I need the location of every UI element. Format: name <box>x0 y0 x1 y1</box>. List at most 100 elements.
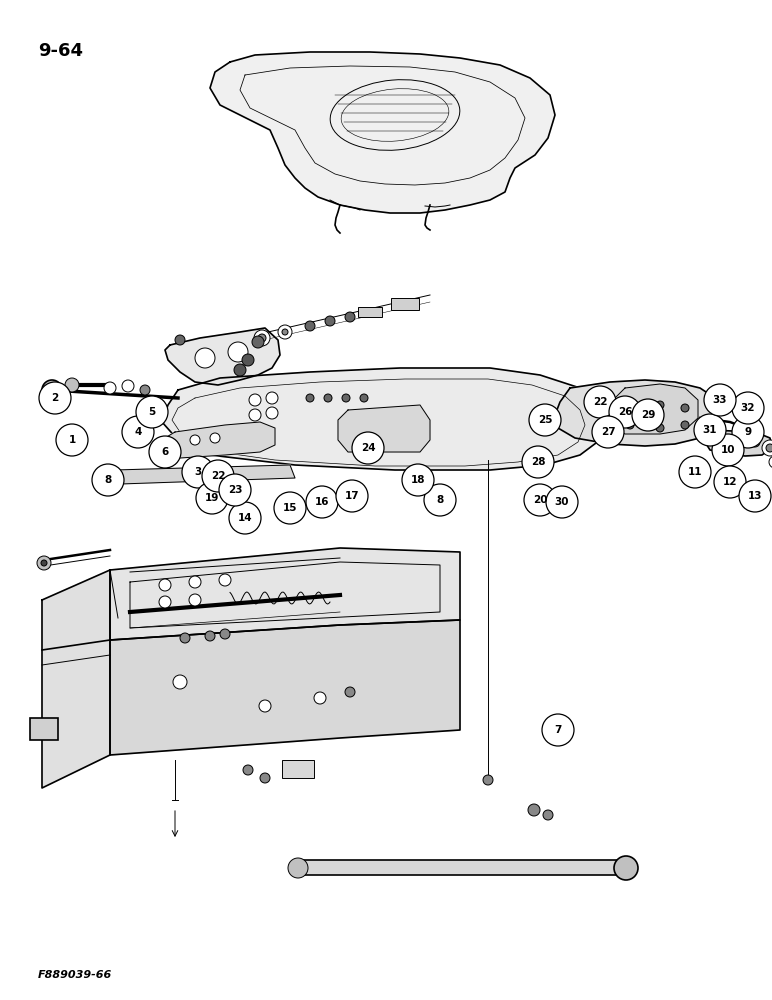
Text: 8: 8 <box>436 495 444 505</box>
Circle shape <box>182 456 214 488</box>
Circle shape <box>252 336 264 348</box>
Circle shape <box>195 348 215 368</box>
Text: 23: 23 <box>228 485 242 495</box>
Text: 13: 13 <box>748 491 762 501</box>
Text: 9-64: 9-64 <box>38 42 83 60</box>
Bar <box>282 760 314 778</box>
Polygon shape <box>605 384 698 434</box>
Polygon shape <box>705 430 772 456</box>
Circle shape <box>325 316 335 326</box>
Text: 18: 18 <box>411 475 425 485</box>
Circle shape <box>529 404 561 436</box>
Text: 26: 26 <box>618 407 632 417</box>
Circle shape <box>739 480 771 512</box>
Polygon shape <box>338 405 430 452</box>
Circle shape <box>656 424 664 432</box>
Circle shape <box>266 392 278 404</box>
Circle shape <box>122 416 154 448</box>
Circle shape <box>249 394 261 406</box>
Circle shape <box>306 394 314 402</box>
Polygon shape <box>110 548 460 640</box>
Text: 5: 5 <box>148 407 156 417</box>
Circle shape <box>242 354 254 366</box>
Polygon shape <box>162 368 608 470</box>
Circle shape <box>266 407 278 419</box>
Bar <box>30 718 58 740</box>
Text: 20: 20 <box>533 495 547 505</box>
Text: 6: 6 <box>161 447 168 457</box>
Circle shape <box>149 436 181 468</box>
Circle shape <box>762 440 772 456</box>
Circle shape <box>259 700 271 712</box>
Circle shape <box>220 629 230 639</box>
Circle shape <box>65 378 79 392</box>
Circle shape <box>314 692 326 704</box>
Circle shape <box>626 421 634 429</box>
Circle shape <box>229 502 261 534</box>
Circle shape <box>679 456 711 488</box>
Circle shape <box>543 810 553 820</box>
Circle shape <box>632 399 664 431</box>
Circle shape <box>306 486 338 518</box>
Polygon shape <box>42 570 110 788</box>
Circle shape <box>681 404 689 412</box>
Bar <box>358 307 382 317</box>
Circle shape <box>39 382 71 414</box>
Circle shape <box>37 556 51 570</box>
Text: 17: 17 <box>344 491 359 501</box>
Text: 22: 22 <box>211 471 225 481</box>
Text: 19: 19 <box>205 493 219 503</box>
Circle shape <box>274 492 306 524</box>
Circle shape <box>360 394 368 402</box>
Circle shape <box>714 466 746 498</box>
Circle shape <box>173 675 187 689</box>
Circle shape <box>345 687 355 697</box>
Circle shape <box>342 394 350 402</box>
Polygon shape <box>555 380 720 446</box>
Circle shape <box>180 633 190 643</box>
Text: 12: 12 <box>723 477 737 487</box>
Text: 29: 29 <box>641 410 655 420</box>
Circle shape <box>278 325 292 339</box>
Circle shape <box>546 486 578 518</box>
Circle shape <box>219 574 231 586</box>
Circle shape <box>159 579 171 591</box>
Circle shape <box>542 714 574 746</box>
Circle shape <box>694 414 726 446</box>
Text: 3: 3 <box>195 467 201 477</box>
Circle shape <box>234 364 246 376</box>
Text: 33: 33 <box>713 395 727 405</box>
Circle shape <box>260 773 270 783</box>
Text: 15: 15 <box>283 503 297 513</box>
Circle shape <box>732 392 764 424</box>
Circle shape <box>528 804 540 816</box>
Circle shape <box>210 433 220 443</box>
Bar <box>298 860 626 875</box>
Circle shape <box>104 382 116 394</box>
Circle shape <box>205 631 215 641</box>
Text: 30: 30 <box>555 497 569 507</box>
Circle shape <box>228 342 248 362</box>
Circle shape <box>614 856 638 880</box>
Circle shape <box>336 480 368 512</box>
Circle shape <box>750 437 760 447</box>
Circle shape <box>47 385 57 395</box>
Polygon shape <box>210 52 555 213</box>
Text: F889039-66: F889039-66 <box>38 970 112 980</box>
Text: 24: 24 <box>361 443 375 453</box>
Circle shape <box>92 464 124 496</box>
Circle shape <box>424 484 456 516</box>
Circle shape <box>345 312 355 322</box>
Text: 4: 4 <box>134 427 142 437</box>
Circle shape <box>732 416 764 448</box>
Text: 9: 9 <box>744 427 752 437</box>
Text: 1: 1 <box>69 435 76 445</box>
Circle shape <box>42 380 62 400</box>
Text: 2: 2 <box>52 393 59 403</box>
Circle shape <box>159 596 171 608</box>
Circle shape <box>305 321 315 331</box>
Text: 25: 25 <box>538 415 552 425</box>
Text: 31: 31 <box>703 425 717 435</box>
Circle shape <box>190 435 200 445</box>
Circle shape <box>56 424 88 456</box>
